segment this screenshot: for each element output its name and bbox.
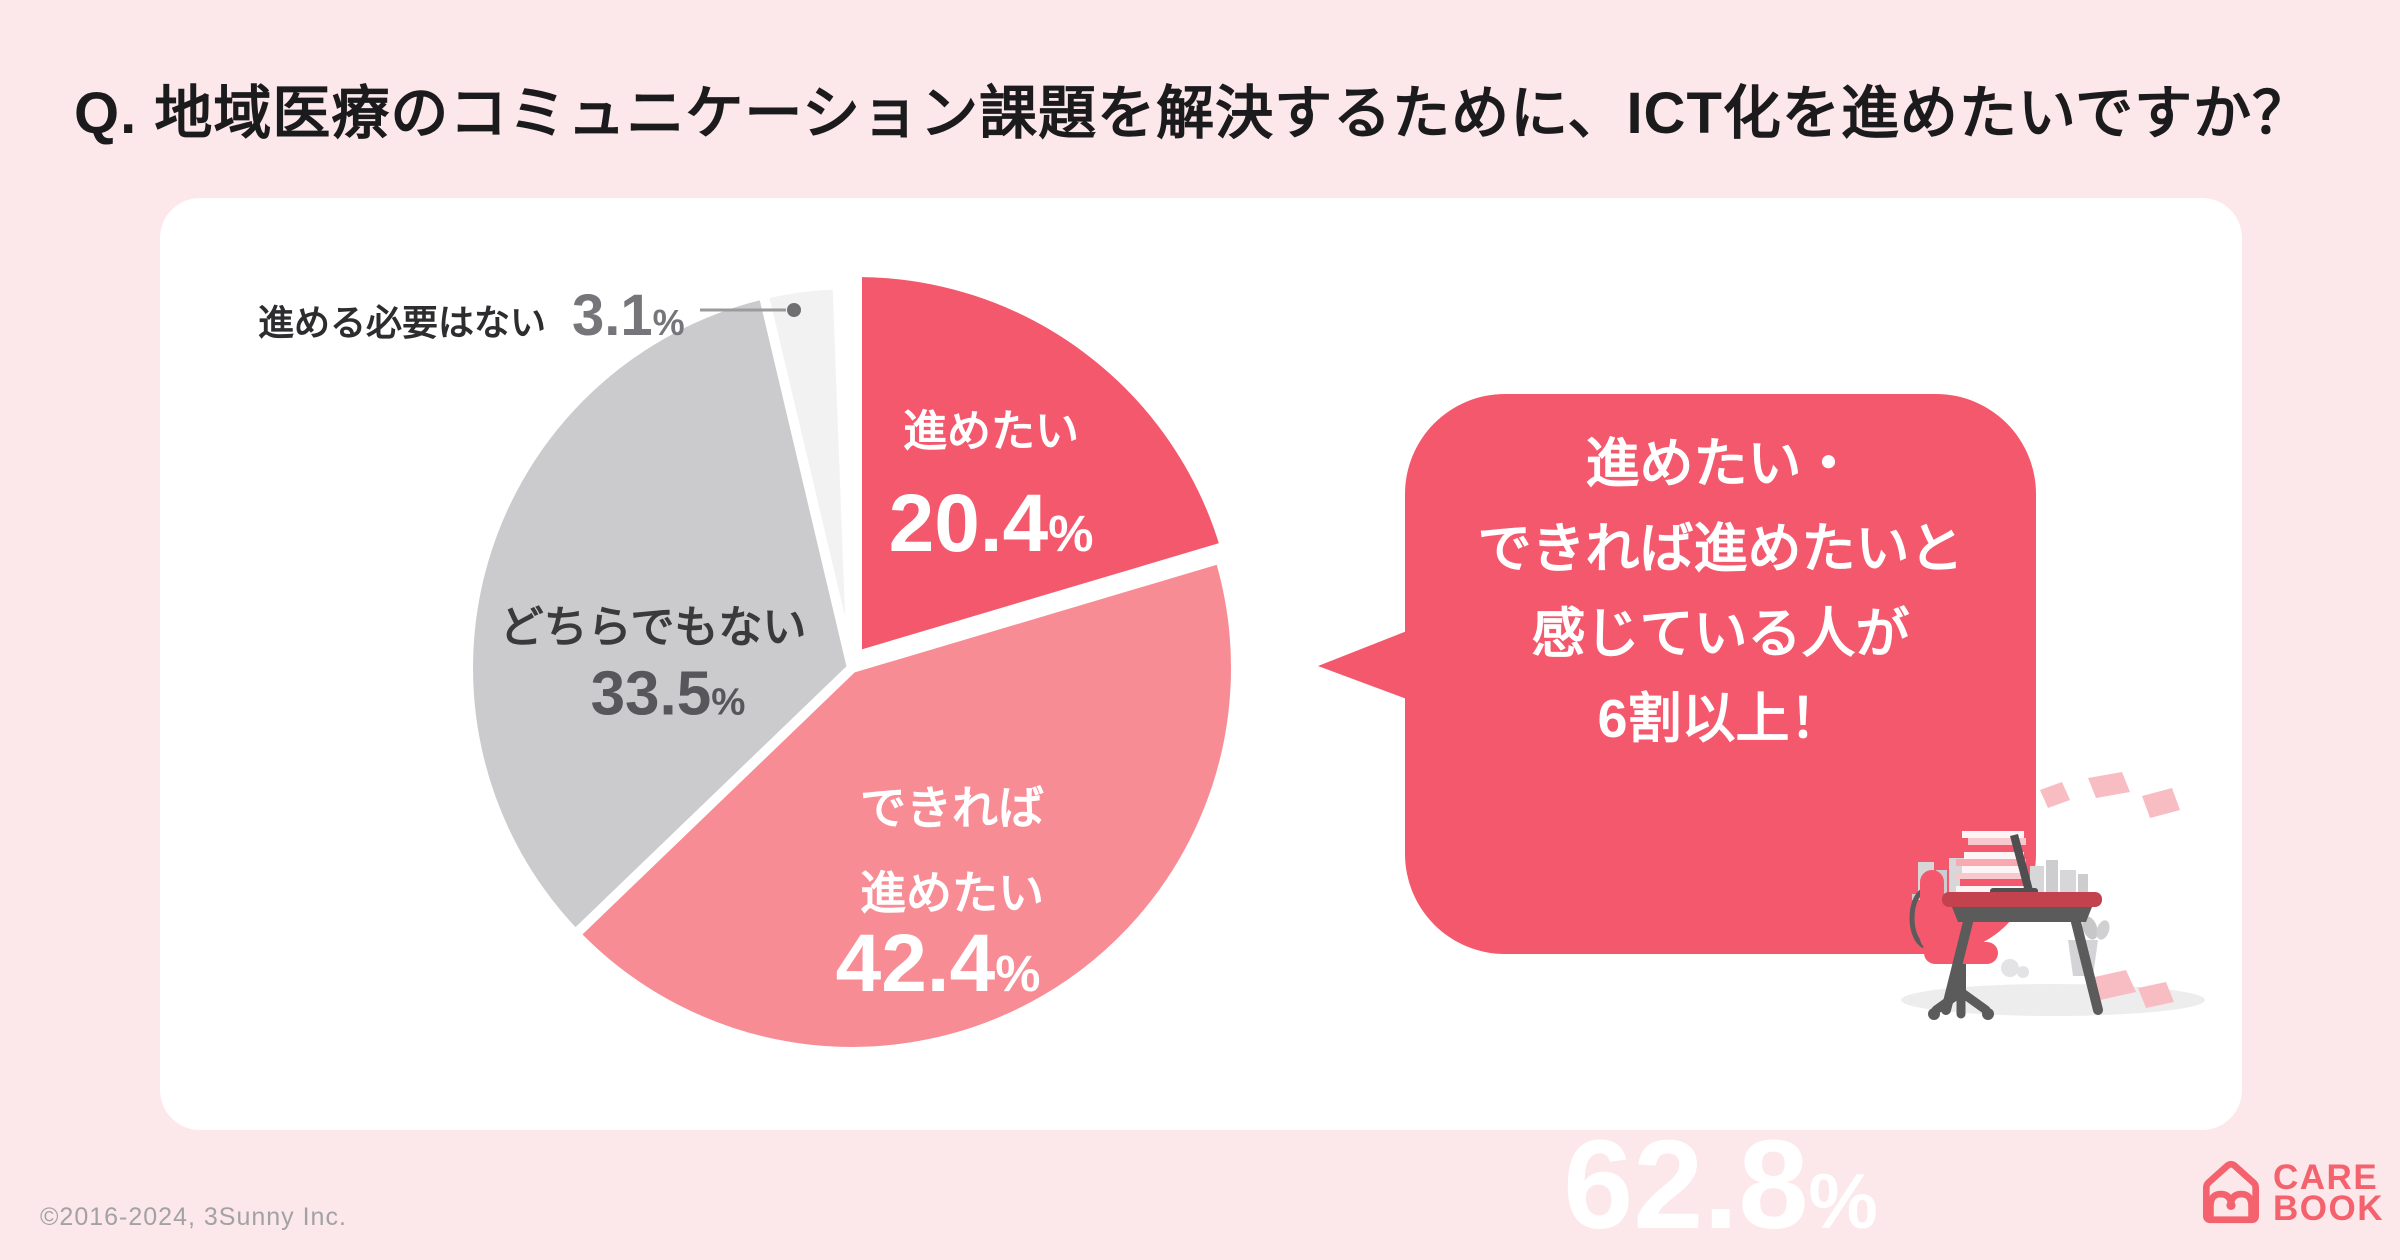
slice-label-dochirademonai: どちらでもない: [499, 603, 807, 652]
slice-value-dochirademonai: 33.5%: [591, 659, 746, 730]
callout-text: 進めたい・ できれば進めたいと 感じている人が 6割以上！: [1405, 422, 2036, 762]
page-title: Q. 地域医療のコミュニケーション課題を解決するために、ICT化を進めたいですか…: [74, 81, 2312, 146]
slice-label-dekireba-susumetai: できれば 進めたい: [860, 766, 1044, 936]
slice-label-text: 進める必要はない: [258, 302, 547, 343]
percent-sign: %: [995, 945, 1041, 1002]
percent-sign: %: [1808, 1157, 1878, 1245]
callout-line: できれば進めたいと: [1477, 519, 1964, 579]
slice-value-number: 20.4: [888, 478, 1049, 569]
crumpled-paper-icon: [2001, 959, 2029, 978]
callout-line: 進めたい・: [1585, 434, 1856, 494]
desk-illustration: [1901, 772, 2205, 1020]
logo-word-care: CARE: [2273, 1158, 2379, 1197]
slice-label-line2: 進めたい: [860, 867, 1044, 919]
carebook-logo: CARE BOOK: [2195, 1156, 2385, 1236]
slice-label-susumetai: 進めたい: [903, 407, 1079, 456]
slice-value-number: 42.4: [835, 918, 996, 1009]
callout-value: 62.8%: [1405, 1112, 2036, 1257]
callout-value-number: 62.8: [1563, 1114, 1809, 1255]
slice-value-number: 3.1: [572, 283, 653, 348]
percent-sign: %: [652, 302, 685, 343]
percent-sign: %: [1048, 505, 1094, 562]
slice-value-dekireba-susumetai: 42.4%: [836, 917, 1041, 1011]
desk-icon: [1941, 892, 2103, 1015]
logo-house-heart-icon: [2202, 1160, 2260, 1224]
callout-line: 感じている人が: [1531, 604, 1910, 664]
slice-value-susumeru-hitsuyou-wa-nai: 3.1%: [572, 282, 685, 349]
callout-bubble: 進めたい・ できれば進めたいと 感じている人が 6割以上！ 62.8%: [1405, 394, 2036, 1255]
slice-value-susumetai: 20.4%: [889, 477, 1094, 571]
flying-papers-icon: [2040, 772, 2180, 1008]
percent-sign: %: [711, 680, 746, 724]
copyright-text: ©2016-2024, 3Sunny Inc.: [40, 1203, 347, 1231]
callout-line: 6割以上！: [1597, 689, 1844, 749]
slice-value-number: 33.5: [590, 659, 712, 729]
slice-label-susumeru-hitsuyou-wa-nai: 進める必要はない 3.1%: [258, 282, 685, 349]
slice-label-line1: できれば: [860, 782, 1044, 834]
logo-wordmark: CARE BOOK: [2273, 1158, 2384, 1228]
logo-word-book: BOOK: [2273, 1189, 2384, 1228]
